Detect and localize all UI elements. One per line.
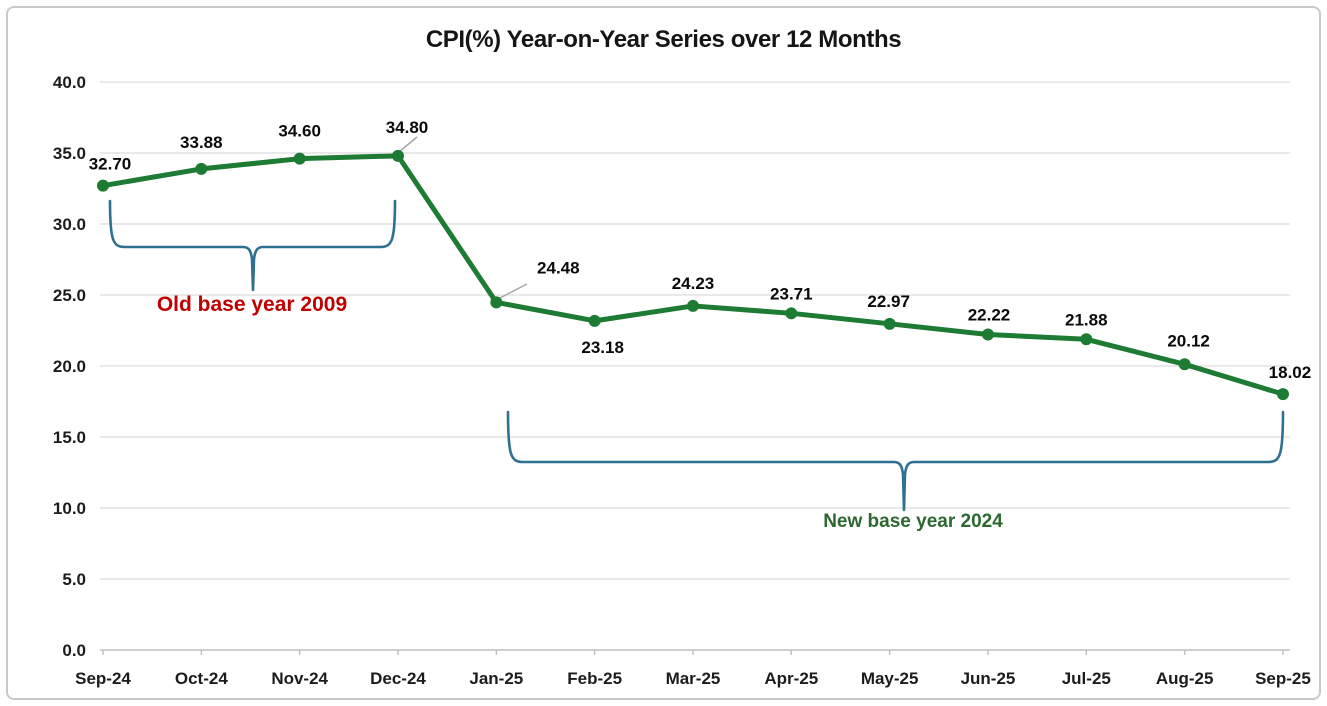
x-tick-label: Sep-24 <box>75 669 131 688</box>
data-point-label: 34.80 <box>386 118 429 137</box>
data-point-label: 34.60 <box>278 122 321 141</box>
data-point-marker <box>588 314 601 327</box>
x-tick-label: Jun-25 <box>961 669 1016 688</box>
x-tick-label: Oct-24 <box>175 669 228 688</box>
data-point-label: 23.18 <box>581 338 624 357</box>
y-tick-label: 25.0 <box>53 286 86 305</box>
y-tick-label: 5.0 <box>62 570 86 589</box>
data-point-marker <box>490 296 503 309</box>
data-point-marker <box>1080 333 1093 346</box>
y-tick-label: 20.0 <box>53 357 86 376</box>
chart-frame <box>6 6 1321 700</box>
data-point-marker <box>785 307 798 320</box>
x-tick-label: Sep-25 <box>1255 669 1311 688</box>
y-tick-label: 15.0 <box>53 428 86 447</box>
x-tick-label: Nov-24 <box>271 669 328 688</box>
data-point-marker <box>293 152 306 165</box>
y-tick-label: 40.0 <box>53 73 86 92</box>
data-point-marker <box>981 328 994 341</box>
x-tick-label: Jan-25 <box>469 669 523 688</box>
x-tick-label: Mar-25 <box>666 669 721 688</box>
data-point-label: 33.88 <box>180 133 223 152</box>
data-point-marker <box>686 299 699 312</box>
y-tick-label: 10.0 <box>53 499 86 518</box>
data-point-label: 24.23 <box>672 274 715 293</box>
data-point-marker <box>195 162 208 175</box>
x-tick-label: Feb-25 <box>567 669 622 688</box>
annotation-brace <box>506 410 1285 512</box>
y-tick-label: 30.0 <box>53 215 86 234</box>
data-point-marker <box>1276 388 1289 401</box>
x-tick-label: Apr-25 <box>764 669 818 688</box>
data-point-label: 22.97 <box>867 292 910 311</box>
data-point-marker <box>391 149 404 162</box>
x-tick-label: Dec-24 <box>370 669 426 688</box>
data-point-label: 23.71 <box>770 284 813 303</box>
data-point-marker <box>1178 358 1191 371</box>
annotation-label: New base year 2024 <box>823 511 1003 532</box>
y-tick-label: 35.0 <box>53 144 86 163</box>
x-tick-label: May-25 <box>861 669 919 688</box>
data-point-label: 21.88 <box>1065 310 1108 329</box>
data-point-label: 24.48 <box>537 258 580 277</box>
data-point-marker <box>883 317 896 330</box>
annotation-label: Old base year 2009 <box>157 293 347 316</box>
label-leader-line <box>398 136 418 153</box>
data-point-marker <box>97 179 109 192</box>
data-point-label: 18.02 <box>1269 363 1312 382</box>
data-point-label: 20.12 <box>1167 331 1210 350</box>
chart-title: CPI(%) Year-on-Year Series over 12 Month… <box>425 26 902 53</box>
annotation-brace <box>108 199 397 292</box>
y-tick-label: 0.0 <box>62 641 86 660</box>
x-tick-label: Aug-25 <box>1156 669 1214 688</box>
data-point-label: 32.70 <box>89 155 132 174</box>
label-leader-line <box>497 283 528 300</box>
data-point-label: 22.22 <box>968 305 1011 324</box>
x-tick-label: Jul-25 <box>1062 669 1111 688</box>
